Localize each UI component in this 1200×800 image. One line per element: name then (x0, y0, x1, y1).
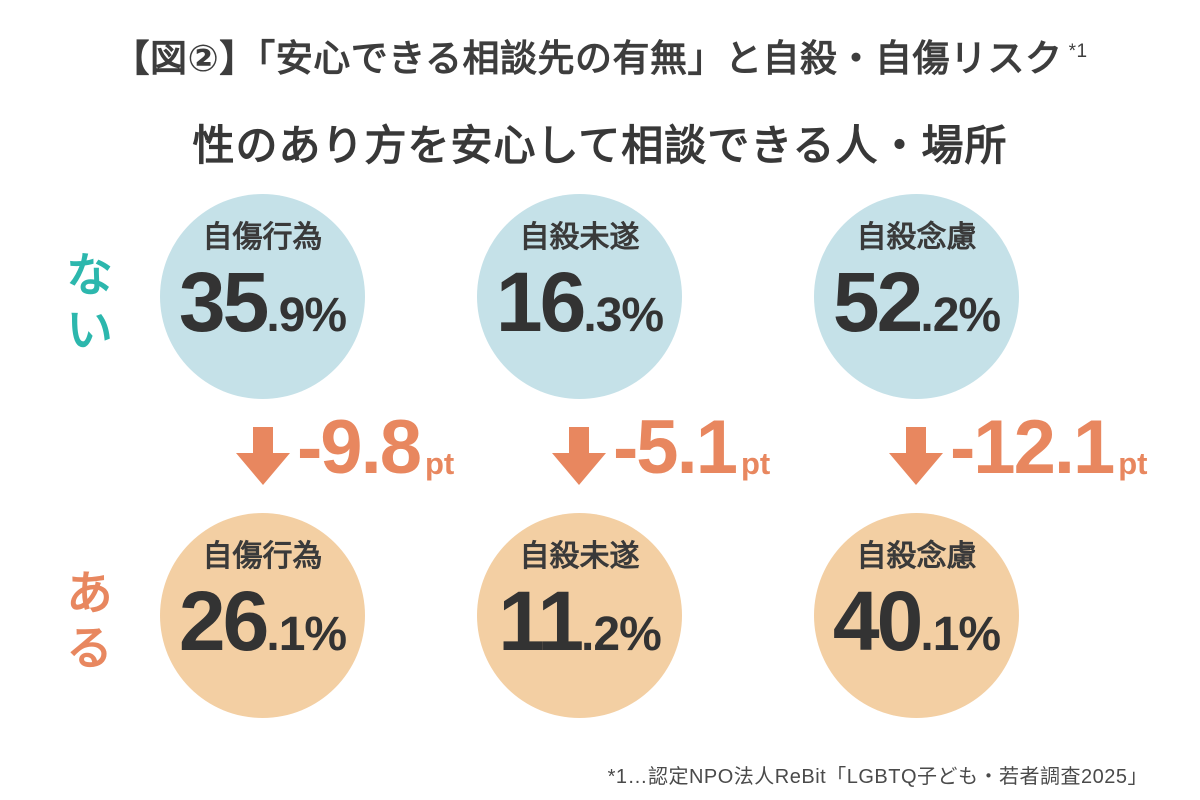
stat-value: 40.1% (832, 574, 1001, 669)
row-label-has-safe-place: ある (59, 568, 112, 678)
stat-circle-no-self-harm: 自傷行為 35.9% (160, 194, 365, 399)
stat-value-frac: .1 (266, 608, 305, 662)
stat-value-frac: .2 (920, 289, 959, 343)
source-note: *1…認定NPO法人ReBit「LGBTQ子ども・若者調査2025」 (607, 766, 1148, 788)
stat-content: 自殺未遂 16.3% (495, 219, 664, 350)
row-label-no-safe-place: ない (59, 250, 112, 360)
stat-value-frac: .9 (266, 289, 305, 343)
stat-value-main: 26 (178, 574, 269, 669)
figure-title-text: 【図②】「安心できる相談先の有無」と自殺・自傷リスク (112, 38, 1063, 79)
stat-value-frac: .2 (581, 608, 620, 662)
stat-value-main: 35 (178, 255, 269, 350)
stat-circle-yes-self-harm: 自傷行為 26.1% (160, 513, 365, 718)
stat-content: 自殺念慮 52.2% (832, 219, 1001, 350)
stat-value: 52.2% (832, 255, 1001, 350)
stat-value-main: 11 (498, 574, 584, 669)
delta-suicidal-ideation: -12.1 pt (889, 398, 1148, 498)
stat-value-unit: % (304, 289, 347, 343)
delta-suicide-attempt: -5.1 pt (552, 398, 770, 498)
stat-circle-yes-suicide-attempt: 自殺未遂 11.2% (477, 513, 682, 718)
category-label: 自殺念慮 (856, 220, 977, 254)
category-label: 自殺未遂 (519, 539, 640, 573)
down-arrow-icon (236, 427, 290, 485)
down-arrow-icon (552, 427, 606, 485)
category-label: 自傷行為 (202, 539, 323, 573)
footnote-marker: *1 (1068, 41, 1088, 62)
stat-value: 26.1% (178, 574, 347, 669)
figure-subtitle: 性のあり方を安心して相談できる人・場所 (192, 122, 1008, 169)
stat-value-main: 52 (832, 255, 923, 350)
stat-circle-no-suicidal-ideation: 自殺念慮 52.2% (814, 194, 1019, 399)
stat-value-unit: % (304, 608, 347, 662)
stat-value-unit: % (958, 289, 1001, 343)
stat-value-main: 40 (832, 574, 923, 669)
stat-value-frac: .1 (920, 608, 959, 662)
delta-value: -9.8 (297, 405, 422, 490)
stat-value: 11.2% (498, 574, 662, 669)
delta-self-harm: -9.8 pt (236, 398, 454, 498)
delta-value: -5.1 (613, 405, 738, 490)
figure-title: 【図②】「安心できる相談先の有無」と自殺・自傷リスク *1 (0, 28, 1200, 82)
stat-circle-yes-suicidal-ideation: 自殺念慮 40.1% (814, 513, 1019, 718)
delta-value: -12.1 (950, 405, 1115, 490)
stat-content: 自傷行為 35.9% (178, 219, 347, 350)
delta-unit: pt (424, 446, 455, 481)
stat-value-unit: % (958, 608, 1001, 662)
category-label: 自殺念慮 (856, 539, 977, 573)
category-label: 自殺未遂 (519, 220, 640, 254)
stat-content: 自傷行為 26.1% (178, 538, 347, 669)
stat-content: 自殺念慮 40.1% (832, 538, 1001, 669)
category-label: 自傷行為 (202, 220, 323, 254)
stat-value-main: 16 (495, 255, 586, 350)
stat-value: 35.9% (178, 255, 347, 350)
stat-value-unit: % (621, 289, 664, 343)
stat-value-unit: % (619, 608, 662, 662)
stat-circle-no-suicide-attempt: 自殺未遂 16.3% (477, 194, 682, 399)
delta-unit: pt (740, 446, 771, 481)
stat-content: 自殺未遂 11.2% (498, 538, 662, 669)
stat-value: 16.3% (495, 255, 664, 350)
stat-value-frac: .3 (583, 289, 622, 343)
down-arrow-icon (889, 427, 943, 485)
delta-unit: pt (1118, 446, 1148, 481)
